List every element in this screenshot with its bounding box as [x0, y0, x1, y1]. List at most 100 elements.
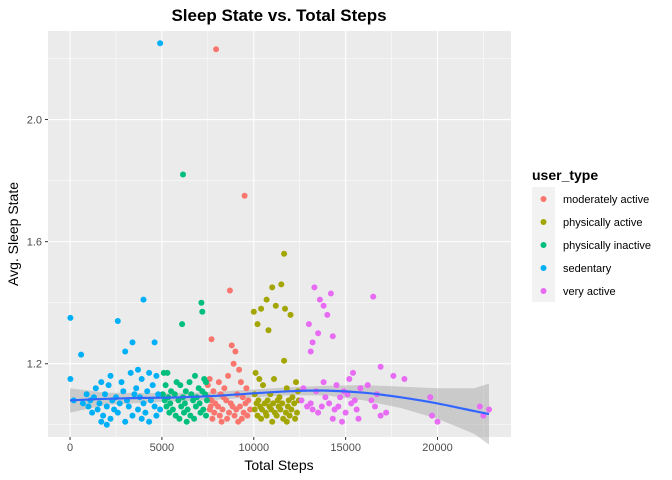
data-point — [103, 403, 110, 410]
data-point — [265, 327, 272, 334]
data-point — [225, 372, 232, 379]
data-point — [144, 388, 151, 395]
data-points — [67, 40, 492, 428]
data-point — [164, 369, 171, 376]
data-point — [120, 388, 127, 395]
data-point — [309, 339, 316, 346]
data-point — [232, 348, 239, 355]
data-point — [316, 296, 323, 303]
data-point — [161, 397, 168, 404]
data-point — [298, 397, 305, 404]
data-point — [348, 400, 355, 407]
data-point — [244, 412, 251, 419]
data-point — [221, 385, 228, 392]
data-point — [304, 403, 311, 410]
data-point — [223, 397, 230, 404]
data-point — [83, 391, 90, 398]
data-point — [208, 336, 215, 343]
data-point — [315, 330, 322, 337]
data-point — [215, 379, 222, 386]
data-point — [326, 400, 333, 407]
data-point — [476, 403, 483, 410]
data-point — [116, 400, 123, 407]
data-point — [203, 412, 209, 419]
data-point — [178, 403, 185, 410]
data-point — [103, 421, 110, 428]
data-point — [203, 397, 210, 404]
data-point — [224, 415, 231, 422]
data-point — [390, 372, 397, 379]
data-point — [357, 385, 364, 392]
data-point — [377, 412, 384, 419]
confidence-band — [70, 383, 489, 445]
data-point — [291, 400, 298, 407]
data-point — [142, 409, 149, 416]
data-point — [311, 284, 318, 291]
legend-key — [540, 196, 547, 202]
data-point — [183, 418, 190, 425]
data-point — [271, 376, 277, 382]
data-point — [226, 287, 233, 294]
data-point — [247, 406, 254, 413]
data-point — [283, 385, 290, 392]
data-point — [364, 382, 371, 389]
x-tick-label: 20000 — [422, 442, 453, 454]
data-point — [278, 281, 285, 288]
data-point — [211, 409, 218, 416]
data-point — [162, 382, 169, 389]
data-point — [239, 394, 246, 401]
data-point — [118, 379, 125, 386]
data-point — [429, 412, 435, 419]
data-point — [215, 403, 221, 410]
data-point — [269, 284, 276, 291]
data-point — [434, 418, 441, 425]
x-tick-label: 0 — [67, 442, 73, 454]
data-point — [140, 400, 147, 407]
data-point — [315, 409, 322, 416]
data-point — [281, 357, 288, 364]
data-point — [281, 250, 288, 257]
data-point — [186, 379, 193, 386]
data-point — [401, 376, 408, 382]
data-point — [213, 46, 220, 53]
data-point — [138, 376, 145, 382]
data-point — [85, 403, 92, 410]
data-point — [307, 348, 314, 355]
data-point — [243, 385, 250, 392]
data-point — [210, 388, 217, 395]
x-tick-label: 5000 — [150, 442, 174, 454]
data-point — [322, 394, 329, 401]
data-point — [342, 409, 349, 416]
data-point — [94, 406, 101, 413]
data-point — [320, 379, 327, 386]
data-point — [283, 418, 290, 425]
data-point — [191, 415, 198, 422]
data-point — [263, 412, 270, 419]
data-point — [182, 388, 189, 395]
data-point — [192, 403, 199, 410]
data-point — [192, 372, 198, 379]
data-point — [157, 40, 164, 47]
data-point — [353, 406, 360, 413]
data-point — [331, 406, 338, 413]
data-point — [269, 418, 276, 425]
data-point — [190, 397, 197, 404]
x-tick-label: 15000 — [330, 442, 361, 454]
data-point — [277, 406, 284, 413]
data-point — [135, 406, 141, 413]
data-point — [372, 403, 378, 410]
data-point — [125, 403, 132, 410]
data-point — [179, 321, 186, 328]
data-point — [175, 397, 182, 404]
data-point — [346, 376, 353, 382]
data-point — [67, 376, 74, 382]
data-point — [159, 391, 166, 398]
data-point — [181, 409, 187, 416]
data-point — [286, 412, 293, 419]
data-point — [107, 372, 114, 379]
data-point — [288, 406, 295, 413]
data-point — [256, 376, 263, 382]
data-point — [242, 400, 249, 407]
data-point — [250, 308, 257, 315]
data-point — [273, 412, 280, 419]
